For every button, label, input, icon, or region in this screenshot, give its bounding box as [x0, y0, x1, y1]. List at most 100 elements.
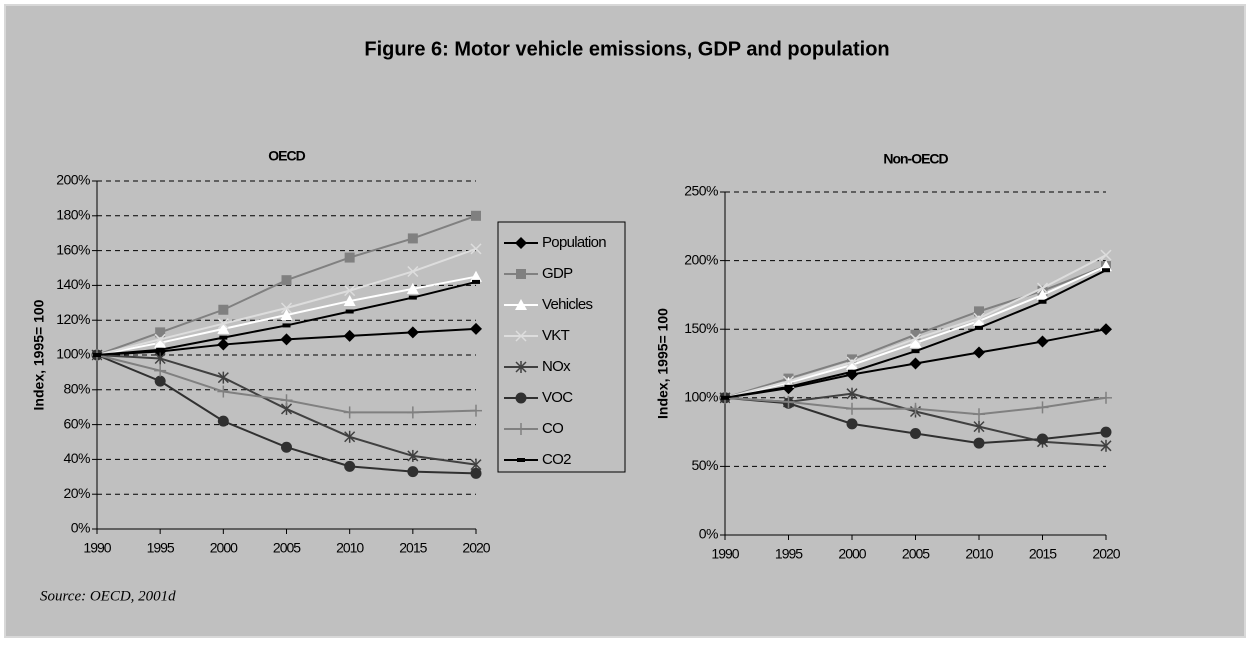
y-tick-label: 0%	[699, 526, 718, 542]
marker	[782, 395, 795, 408]
marker	[407, 265, 419, 278]
marker	[1100, 391, 1112, 404]
marker	[974, 306, 984, 317]
marker	[1036, 335, 1049, 348]
legend-marker	[515, 361, 527, 373]
x-tick-label: 2015	[399, 540, 427, 556]
marker	[848, 369, 856, 374]
x-tick-label: 2010	[336, 540, 364, 556]
y-tick-label: 140%	[56, 276, 90, 292]
marker	[217, 371, 229, 384]
legend-label: VOC	[542, 389, 573, 406]
legend-label: GDP	[542, 265, 573, 282]
marker	[973, 314, 985, 326]
legend-box	[497, 221, 626, 473]
marker	[218, 304, 229, 315]
marker	[219, 335, 228, 340]
marker	[470, 404, 482, 417]
marker	[1100, 249, 1112, 261]
marker	[1036, 288, 1049, 300]
source: Source: OECD, 2001d	[40, 588, 176, 604]
marker	[1038, 299, 1047, 304]
marker	[846, 418, 858, 430]
marker	[154, 364, 167, 377]
marker	[280, 302, 293, 314]
y-axis-label: Index, 1995= 100	[31, 299, 47, 410]
marker	[1036, 401, 1049, 414]
x-tick-label: 1990	[83, 540, 111, 556]
legend-marker	[515, 423, 527, 435]
y-tick-label: 100%	[684, 389, 718, 405]
marker	[470, 467, 482, 479]
marker	[846, 356, 858, 368]
y-tick-label: 150%	[684, 320, 718, 336]
marker	[406, 282, 419, 294]
x-tick-label: 2010	[965, 546, 993, 562]
legend-marker	[515, 330, 527, 342]
marker	[973, 346, 985, 359]
marker	[1100, 426, 1112, 438]
y-tick-label: 250%	[684, 183, 718, 199]
marker	[784, 384, 793, 389]
y-tick-label: 180%	[56, 207, 90, 223]
marker	[1100, 323, 1112, 336]
marker	[909, 357, 922, 370]
y-axis-label: Index, 1995= 100	[655, 308, 671, 419]
marker	[154, 352, 166, 365]
marker	[345, 309, 354, 314]
marker	[408, 295, 417, 300]
marker	[846, 387, 858, 400]
marker	[973, 437, 985, 449]
marker	[343, 329, 356, 342]
marker	[280, 308, 293, 320]
marker	[909, 333, 922, 345]
marker	[154, 333, 166, 345]
marker	[407, 233, 418, 244]
marker	[344, 252, 355, 263]
marker	[217, 338, 230, 351]
marker	[721, 395, 729, 400]
marker	[471, 210, 481, 221]
chart-title: OECD	[268, 148, 305, 164]
marker	[280, 333, 293, 346]
marker	[975, 325, 983, 330]
marker	[344, 460, 356, 472]
x-tick-label: 1995	[775, 546, 803, 562]
x-tick-label: 2005	[902, 546, 930, 562]
marker	[782, 375, 795, 387]
marker	[909, 402, 922, 415]
marker	[156, 347, 165, 352]
y-tick-label: 160%	[56, 241, 90, 257]
marker	[343, 406, 356, 419]
marker	[280, 394, 293, 407]
legend-label: Vehicles	[542, 296, 592, 313]
y-tick-label: 40%	[63, 450, 90, 466]
marker	[406, 326, 419, 339]
marker	[846, 358, 858, 370]
legend-label: CO	[542, 420, 563, 437]
y-tick-label: 100%	[56, 346, 90, 362]
legend-label: NOx	[542, 358, 571, 375]
marker	[973, 408, 985, 421]
x-tick-label: 2005	[273, 540, 301, 556]
marker	[911, 349, 920, 354]
marker	[846, 402, 858, 415]
marker	[343, 295, 356, 307]
y-tick-label: 60%	[63, 415, 90, 431]
legend-marker	[515, 299, 527, 310]
marker	[406, 406, 419, 419]
marker	[1036, 282, 1049, 294]
marker	[1037, 433, 1048, 445]
x-tick-label: 2020	[1092, 546, 1120, 562]
marker	[217, 415, 229, 427]
marker	[282, 323, 291, 328]
y-tick-label: 120%	[56, 311, 90, 327]
y-tick-label: 20%	[63, 485, 90, 501]
marker	[910, 427, 921, 439]
marker	[407, 466, 419, 478]
y-tick-label: 200%	[56, 172, 90, 188]
marker	[910, 329, 921, 340]
x-tick-label: 2000	[210, 540, 238, 556]
marker	[470, 270, 482, 282]
